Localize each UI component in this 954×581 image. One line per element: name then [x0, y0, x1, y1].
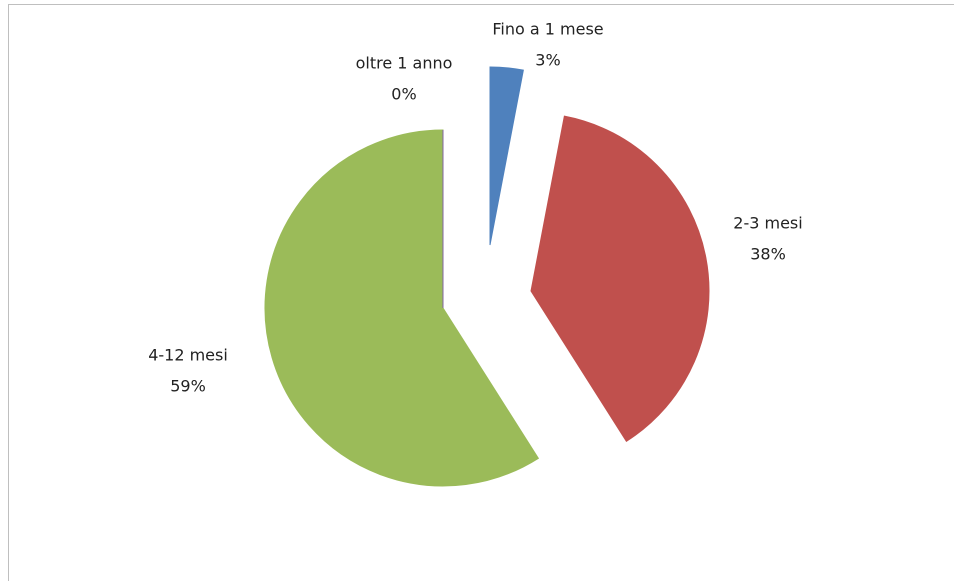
slice-label: 2-3 mesi: [733, 214, 802, 233]
slice-label: oltre 1 anno: [356, 54, 453, 73]
slice-value-label: 38%: [750, 245, 786, 264]
pie-slice: [489, 66, 524, 246]
slice-label: Fino a 1 mese: [492, 20, 603, 39]
chart-frame: [8, 4, 954, 581]
slice-label: 4-12 mesi: [148, 346, 228, 365]
slice-value-label: 59%: [170, 377, 206, 396]
slice-value-label: 3%: [535, 51, 560, 70]
pie-slice: [530, 115, 710, 442]
slice-value-label: 0%: [391, 85, 416, 104]
pie-slice: [264, 129, 540, 487]
